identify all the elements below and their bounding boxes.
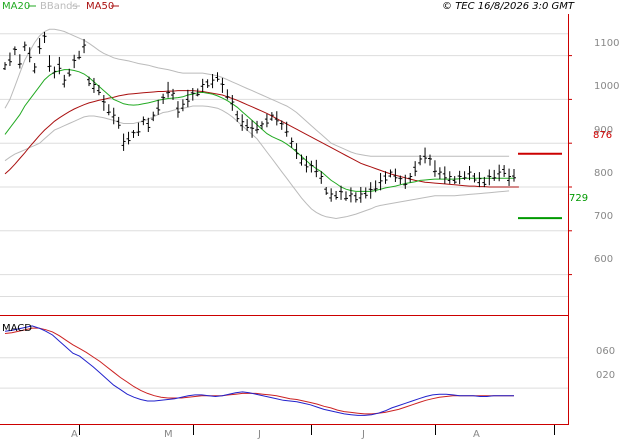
y-tick-label: 700 [594,211,613,222]
legend-bbands: BBands [40,1,78,12]
y-tick-label: 800 [594,168,613,179]
macd-panel [4,325,514,416]
legend-ma50: MA50 [86,1,114,12]
macd-tick-label: 060 [596,346,615,357]
y-tick-label: 1100 [594,38,619,49]
x-tick-label: J [257,429,261,440]
legend-ma20: MA20 [2,1,30,12]
macd-line [4,325,514,416]
grid [0,33,568,389]
price-bars [3,31,516,203]
target-low-label: 729 [569,193,588,204]
x-tick-label: M [164,429,173,440]
copyright-text: © TEC 16/8/2026 3:0 GMT [442,1,575,12]
x-tick-label: J [361,429,365,440]
target-high-label: 876 [593,130,612,141]
bband-lower-line [4,105,510,220]
axes [0,14,572,435]
macd-tick-label: 020 [596,370,615,381]
y-tick-label: 600 [594,254,613,265]
ma50-line [4,90,519,188]
x-tick-label: A [71,429,78,440]
ma20-line [4,69,514,192]
target-markers [518,152,562,220]
y-tick-label: 900 [594,125,613,136]
moving-averages [4,69,519,192]
macd-signal-line [4,327,514,415]
y-tick-label: 1000 [594,81,619,92]
macd-label: MACD [2,323,32,334]
x-tick-label: A [473,429,480,440]
